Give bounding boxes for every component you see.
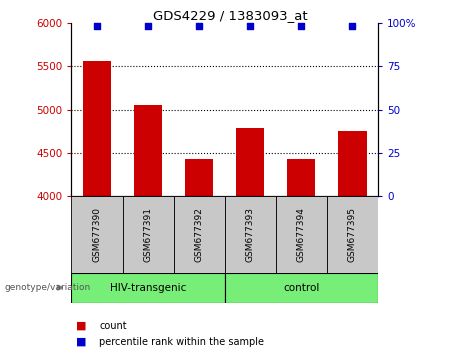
Bar [338,131,366,196]
Bar [185,159,213,196]
Text: GSM677391: GSM677391 [143,207,153,262]
Bar [174,196,225,273]
Text: HIV-transgenic: HIV-transgenic [110,282,186,293]
Bar [327,196,378,273]
Point [247,24,254,29]
Bar [83,61,111,196]
Text: ■: ■ [76,321,87,331]
Text: genotype/variation: genotype/variation [5,283,91,292]
Text: GSM677392: GSM677392 [195,207,204,262]
Point [298,24,305,29]
Text: GSM677393: GSM677393 [246,207,255,262]
Point [349,24,356,29]
Bar [134,104,162,196]
Bar [225,196,276,273]
Bar [287,159,315,196]
Point [93,24,100,29]
Text: GSM677394: GSM677394 [297,207,306,262]
Bar [236,128,264,196]
Text: ■: ■ [76,337,87,347]
Bar [225,273,378,303]
Text: count: count [99,321,127,331]
Text: percentile rank within the sample: percentile rank within the sample [99,337,264,347]
Bar [71,273,225,303]
Text: GSM677395: GSM677395 [348,207,357,262]
Bar [71,196,123,273]
Point [144,24,152,29]
Point [195,24,203,29]
Text: control: control [283,282,319,293]
Bar [123,196,174,273]
Text: GDS4229 / 1383093_at: GDS4229 / 1383093_at [153,9,308,22]
Text: GSM677390: GSM677390 [93,207,101,262]
Bar [276,196,327,273]
